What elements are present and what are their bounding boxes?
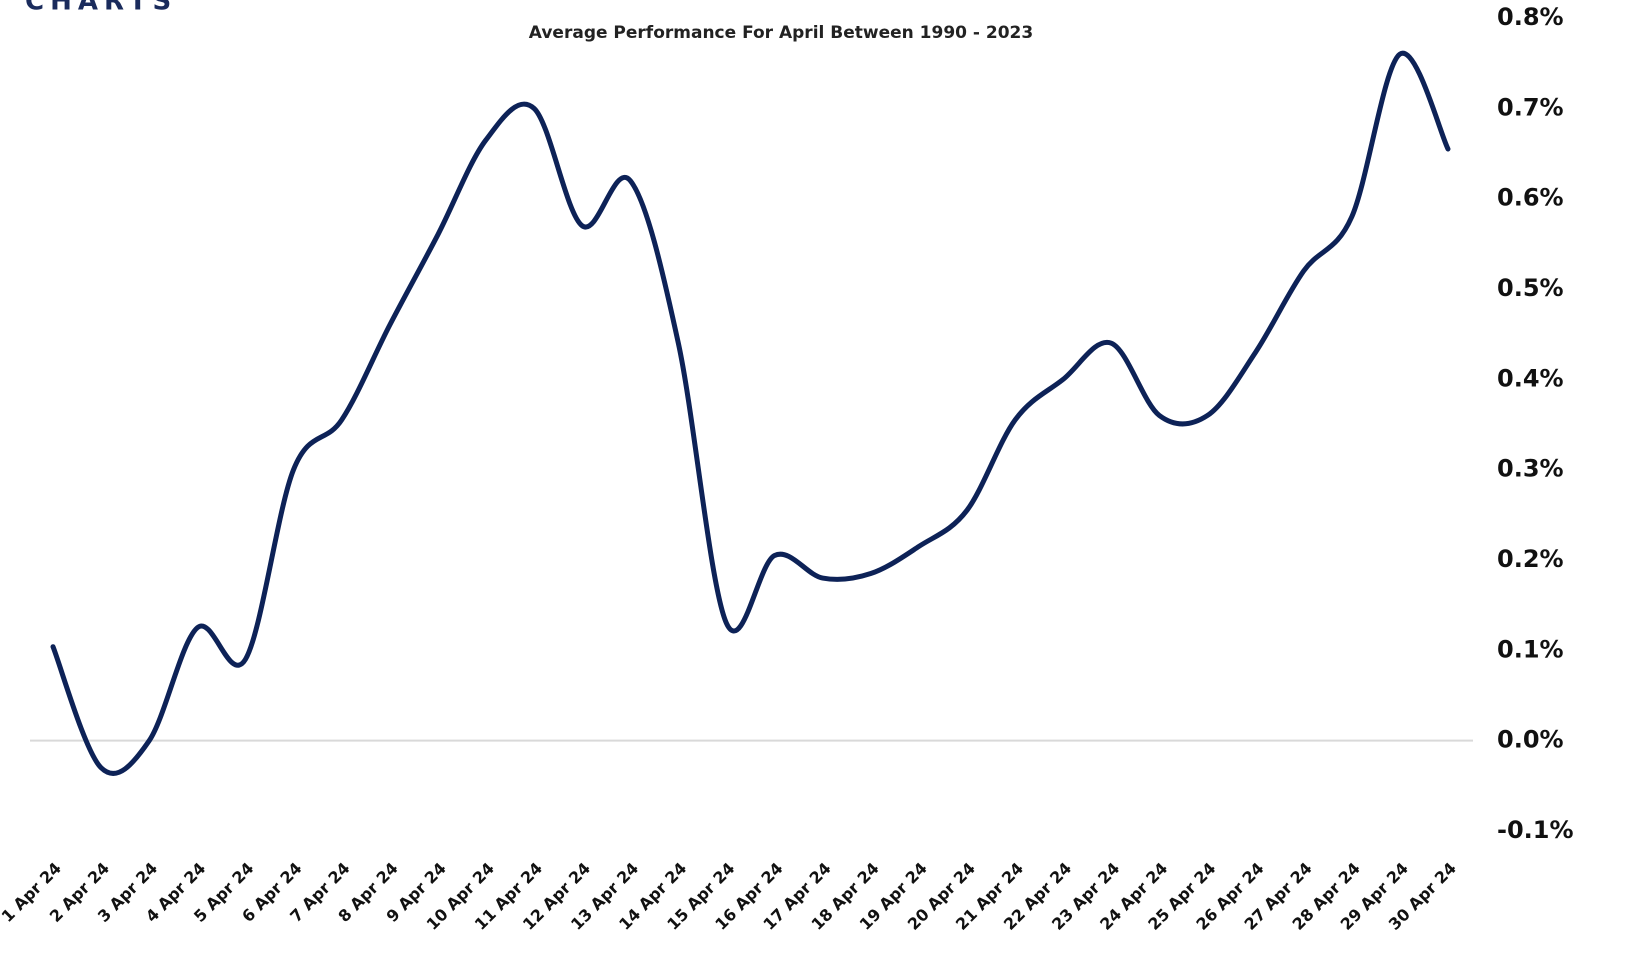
y-tick-label: 0.3% bbox=[1497, 455, 1564, 483]
y-tick-label: 0.1% bbox=[1497, 635, 1564, 663]
y-tick-label: 0.4% bbox=[1497, 364, 1564, 392]
y-tick-label: 0.6% bbox=[1497, 184, 1564, 212]
chart-title: Average Performance For April Between 19… bbox=[529, 23, 1033, 43]
y-tick-label: 0.0% bbox=[1497, 726, 1564, 754]
line bbox=[50, 50, 1451, 776]
logo: CHARTS bbox=[25, 0, 177, 17]
y-tick-label: 0.5% bbox=[1497, 274, 1564, 302]
y-tick-label: 0.2% bbox=[1497, 545, 1564, 573]
y-tick-label: -0.1% bbox=[1497, 816, 1574, 844]
y-tick-label: 0.7% bbox=[1497, 93, 1564, 121]
y-tick-label: 0.8% bbox=[1497, 3, 1564, 31]
